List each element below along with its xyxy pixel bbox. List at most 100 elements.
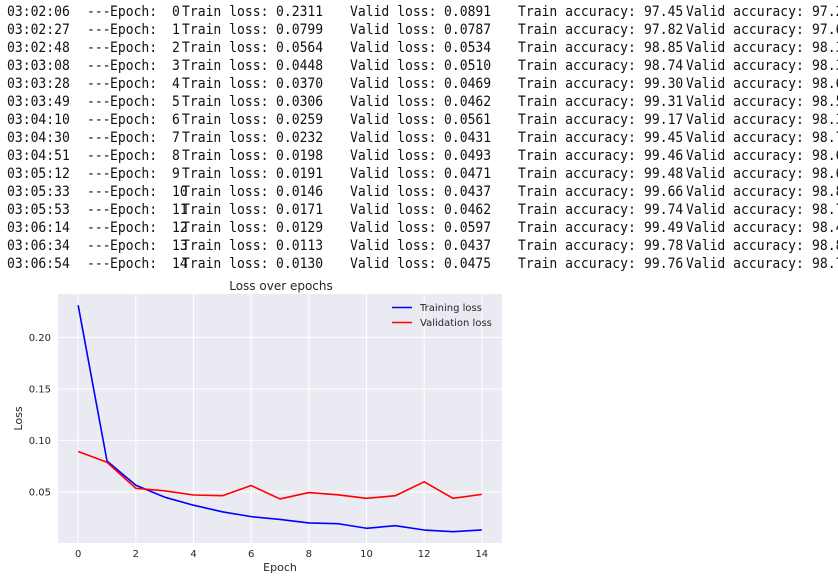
log-valid-accuracy-label: Valid accuracy:: [686, 202, 804, 218]
log-train-loss-value: 0.0259: [276, 112, 324, 128]
log-line: 03:05:33 --- Epoch: 10 Train loss: 0.0146 Vali…: [7, 183, 838, 201]
log-train-loss-label: Train loss:: [182, 58, 269, 74]
log-line: 03:06:54 --- Epoch: 14 Train loss: 0.0130 Vali…: [7, 255, 838, 273]
log-epoch-value: 7: [172, 130, 180, 146]
log-valid-loss-value: 0.0462: [444, 202, 492, 218]
log-epoch-label: Epoch:: [110, 22, 158, 38]
log-epoch-value: 13: [172, 238, 188, 254]
log-separator: ---: [87, 130, 111, 146]
log-separator: ---: [87, 202, 111, 218]
log-valid-accuracy-value: 97.63: [811, 22, 838, 38]
log-epoch-value: 5: [172, 94, 180, 110]
log-valid-accuracy-value: 98.32: [811, 40, 838, 56]
log-valid-loss-value: 0.0437: [444, 184, 492, 200]
log-train-accuracy-label: Train accuracy:: [518, 58, 636, 74]
log-valid-loss-value: 0.0597: [444, 220, 492, 236]
log-line: 03:03:28 --- Epoch: 4 Train loss: 0.0370 Valid…: [7, 75, 838, 93]
legend-label: Training loss: [419, 303, 482, 314]
log-train-loss-value: 0.2311: [276, 4, 324, 20]
log-train-accuracy-label: Train accuracy:: [518, 256, 636, 272]
log-epoch-label: Epoch:: [110, 58, 158, 74]
log-train-loss-label: Train loss:: [182, 166, 269, 182]
log-train-accuracy-value: 97.82: [643, 22, 684, 38]
x-tick-label: 2: [133, 549, 139, 560]
log-valid-loss-label: Valid loss:: [350, 58, 437, 74]
log-epoch-label: Epoch:: [110, 94, 158, 110]
log-line: 03:05:12 --- Epoch: 9 Train loss: 0.0191 Valid…: [7, 165, 838, 183]
log-separator: ---: [87, 220, 111, 236]
log-train-accuracy-value: 99.46: [643, 148, 684, 164]
x-tick-label: 6: [248, 549, 254, 560]
log-valid-accuracy-label: Valid accuracy:: [686, 148, 804, 164]
log-valid-loss-label: Valid loss:: [350, 166, 437, 182]
log-train-loss-label: Train loss:: [182, 94, 269, 110]
log-valid-accuracy-value: 98.61: [811, 148, 838, 164]
loss-chart-svg: 0 2 4 6 8 10 12 14 0.05 0.10 0.15 0.20 Loss over epo…: [12, 279, 502, 574]
log-valid-accuracy-label: Valid accuracy:: [686, 130, 804, 146]
log-train-loss-value: 0.0198: [276, 148, 324, 164]
log-valid-loss-value: 0.0787: [444, 22, 492, 38]
log-separator: ---: [87, 4, 111, 20]
log-train-accuracy-label: Train accuracy:: [518, 148, 636, 164]
log-train-accuracy-label: Train accuracy:: [518, 202, 636, 218]
log-train-accuracy-value: 99.66: [643, 184, 684, 200]
log-line: 03:05:53 --- Epoch: 11 Train loss: 0.0171 Vali…: [7, 201, 838, 219]
log-epoch-label: Epoch:: [110, 76, 158, 92]
log-valid-loss-label: Valid loss:: [350, 202, 437, 218]
log-time: 03:06:34: [7, 238, 70, 254]
y-axis-label: Loss: [12, 406, 25, 430]
log-valid-loss-label: Valid loss:: [350, 112, 437, 128]
log-time: 03:04:10: [7, 112, 70, 128]
log-valid-accuracy-value: 98.79: [811, 202, 838, 218]
log-train-loss-label: Train loss:: [182, 112, 269, 128]
log-train-loss-value: 0.0370: [276, 76, 324, 92]
log-epoch-label: Epoch:: [110, 202, 158, 218]
log-train-loss-value: 0.0306: [276, 94, 324, 110]
log-time: 03:03:28: [7, 76, 70, 92]
log-epoch-value: 12: [172, 220, 188, 236]
log-line: 03:02:48 --- Epoch: 2 Train loss: 0.0564 Valid…: [7, 39, 838, 57]
log-valid-loss-value: 0.0891: [444, 4, 492, 20]
log-train-loss-value: 0.0171: [276, 202, 324, 218]
log-valid-loss-label: Valid loss:: [350, 22, 437, 38]
log-valid-accuracy-value: 98.81: [811, 184, 838, 200]
log-valid-accuracy-value: 98.46: [811, 220, 838, 236]
log-valid-accuracy-label: Valid accuracy:: [686, 22, 804, 38]
log-train-accuracy-label: Train accuracy:: [518, 4, 636, 20]
log-valid-loss-label: Valid loss:: [350, 184, 437, 200]
log-valid-accuracy-label: Valid accuracy:: [686, 94, 804, 110]
series-line-validation-loss: [77, 450, 482, 500]
loss-chart: 0 2 4 6 8 10 12 14 0.05 0.10 0.15 0.20 Loss over epo…: [0, 276, 510, 580]
log-valid-accuracy-label: Valid accuracy:: [686, 220, 804, 236]
log-valid-loss-label: Valid loss:: [350, 130, 437, 146]
log-train-accuracy-value: 98.74: [643, 58, 684, 74]
y-tick-label: 0.10: [29, 436, 51, 447]
x-tick-label: 12: [418, 549, 431, 560]
log-train-loss-value: 0.0146: [276, 184, 324, 200]
log-valid-loss-value: 0.0431: [444, 130, 492, 146]
log-train-accuracy-value: 97.45: [643, 4, 684, 20]
y-tick-label: 0.20: [29, 333, 51, 344]
log-train-accuracy-value: 99.31: [643, 94, 684, 110]
log-train-accuracy-value: 99.45: [643, 130, 684, 146]
log-valid-accuracy-label: Valid accuracy:: [686, 166, 804, 182]
log-train-accuracy-label: Train accuracy:: [518, 112, 636, 128]
log-epoch-label: Epoch:: [110, 166, 158, 182]
log-time: 03:06:14: [7, 220, 70, 236]
log-valid-accuracy-label: Valid accuracy:: [686, 58, 804, 74]
log-epoch-label: Epoch:: [110, 220, 158, 236]
log-valid-loss-label: Valid loss:: [350, 256, 437, 272]
log-valid-accuracy-label: Valid accuracy:: [686, 112, 804, 128]
log-valid-accuracy-value: 98.69: [811, 76, 838, 92]
log-train-loss-value: 0.0799: [276, 22, 324, 38]
log-separator: ---: [87, 76, 111, 92]
x-tick-label: 4: [190, 549, 196, 560]
log-train-loss-value: 0.0113: [276, 238, 324, 254]
log-train-loss-label: Train loss:: [182, 4, 269, 20]
log-separator: ---: [87, 166, 111, 182]
log-valid-loss-label: Valid loss:: [350, 40, 437, 56]
log-train-accuracy-label: Train accuracy:: [518, 220, 636, 236]
log-time: 03:02:06: [7, 4, 70, 20]
log-train-accuracy-value: 99.78: [643, 238, 684, 254]
log-line: 03:04:30 --- Epoch: 7 Train loss: 0.0232 Valid…: [7, 129, 838, 147]
